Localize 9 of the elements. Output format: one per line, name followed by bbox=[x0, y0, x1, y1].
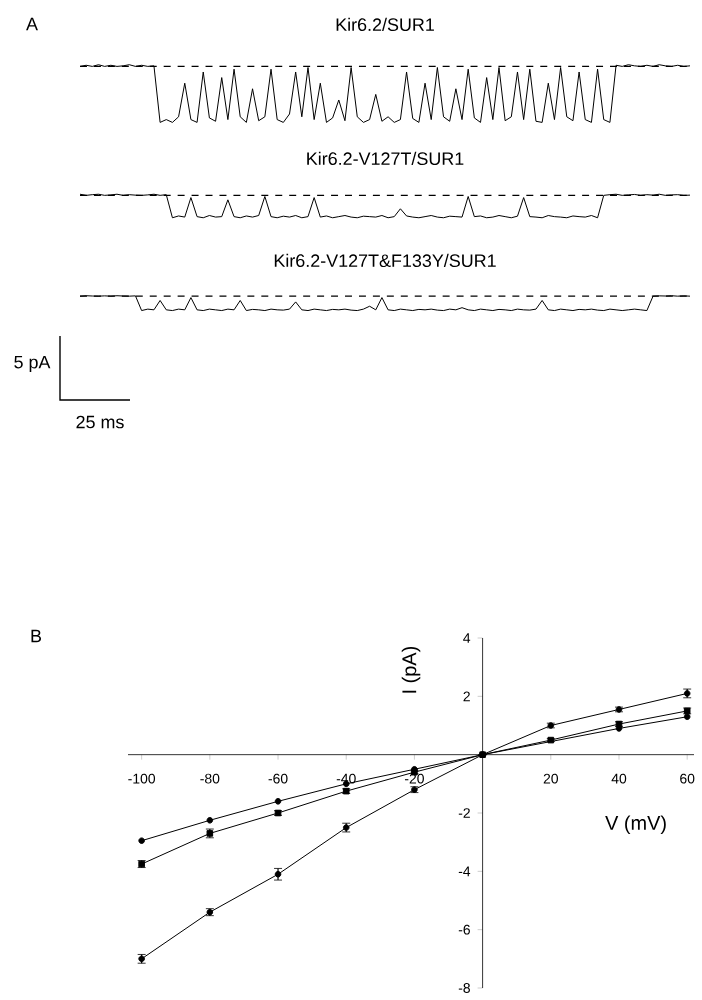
chart-title: Kir6.2-V127T&F133Y/SUR1 bbox=[274, 253, 496, 268]
text: B bbox=[31, 629, 42, 643]
chart-title: Kir6.2-V127T/SUR1 bbox=[307, 151, 464, 166]
chart-title: Kir6.2/SUR1 bbox=[336, 17, 434, 32]
text: 5 pA bbox=[14, 355, 51, 373]
text: 25 ms bbox=[76, 415, 124, 429]
y-axis-title: I (pA) bbox=[401, 646, 421, 693]
x-axis-title: V (mV) bbox=[605, 815, 666, 834]
text: A bbox=[26, 17, 38, 31]
